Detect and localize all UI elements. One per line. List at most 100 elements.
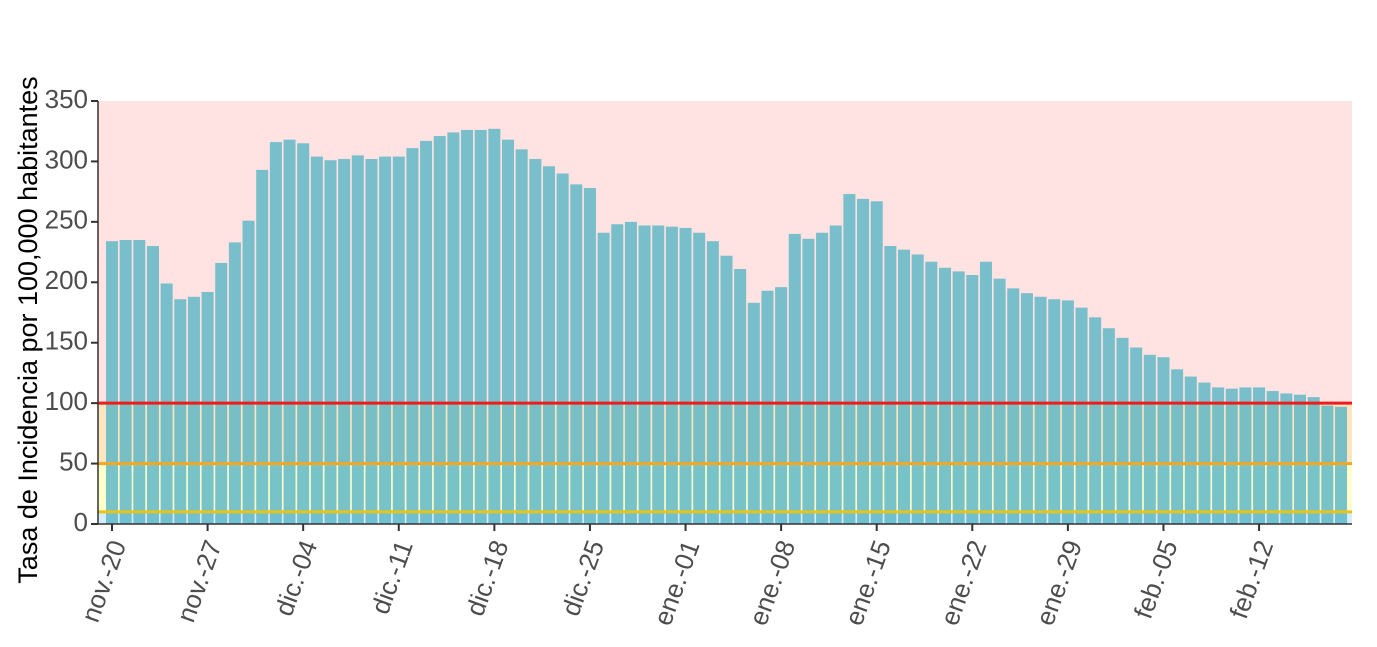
bar	[174, 299, 187, 524]
bar	[1266, 391, 1279, 524]
bar	[611, 224, 624, 524]
bar	[269, 142, 282, 524]
bar	[1253, 387, 1266, 524]
x-tick-label: dic.-25	[555, 536, 610, 620]
bar	[474, 130, 487, 524]
bar	[706, 241, 719, 525]
bar	[1007, 288, 1020, 524]
bar	[665, 226, 678, 525]
bar	[187, 296, 200, 524]
bar	[105, 241, 119, 525]
bar	[1184, 376, 1197, 524]
x-tick-label: ene.-15	[838, 536, 896, 629]
bar	[488, 128, 501, 524]
bar	[583, 188, 596, 524]
bar	[379, 156, 392, 524]
bar	[679, 227, 692, 524]
y-tick-label: 100	[45, 386, 88, 416]
bar	[884, 246, 897, 524]
bar	[1157, 357, 1170, 524]
x-tick-label: ene.-08	[743, 536, 801, 629]
y-tick-label: 150	[45, 326, 88, 356]
bar	[652, 225, 665, 525]
bar	[1048, 299, 1061, 524]
bar	[843, 194, 856, 524]
bar	[201, 291, 214, 524]
bar	[898, 249, 911, 524]
bar	[461, 130, 474, 524]
bar	[256, 169, 269, 525]
y-tick-label: 250	[45, 205, 88, 235]
bar	[1171, 369, 1184, 524]
x-tick-label: ene.-29	[1030, 536, 1088, 629]
x-tick-label: ene.-22	[934, 536, 992, 629]
bar	[406, 148, 419, 525]
bar	[242, 220, 255, 525]
bar	[1116, 337, 1129, 524]
x-tick-label: nov.-27	[170, 536, 227, 626]
bar	[1102, 328, 1115, 524]
bar	[1307, 397, 1320, 524]
bar	[556, 173, 569, 524]
bar	[1198, 382, 1211, 524]
bar	[310, 156, 323, 524]
bar	[829, 225, 842, 525]
bar	[747, 302, 760, 524]
bar	[816, 232, 829, 524]
bar	[597, 232, 610, 524]
y-axis-title: Tasa de Incidencia por 100,000 habitante…	[13, 76, 43, 583]
y-tick-label: 350	[45, 84, 88, 114]
bar	[502, 139, 515, 524]
x-tick-label: dic.-18	[460, 536, 515, 620]
bar	[911, 254, 924, 524]
y-tick-label: 200	[45, 265, 88, 295]
x-tick-label: ene.-01	[647, 536, 705, 629]
x-tick-label: feb.-12	[1223, 536, 1279, 622]
bar	[693, 232, 706, 524]
bar	[447, 132, 460, 524]
bar	[324, 160, 337, 524]
bar	[788, 233, 801, 524]
bar	[734, 268, 747, 524]
y-tick-label: 0	[74, 507, 88, 537]
x-tick-label: dic.-04	[268, 536, 323, 620]
bar	[542, 166, 555, 524]
bar	[638, 225, 651, 525]
bar	[1212, 387, 1225, 524]
bar	[119, 239, 132, 524]
y-tick-label: 50	[59, 446, 88, 476]
bar	[775, 287, 788, 524]
bar	[433, 136, 446, 524]
bar	[952, 271, 965, 524]
y-tick-label: 300	[45, 144, 88, 174]
bar	[1020, 293, 1033, 524]
bar	[761, 290, 774, 524]
bar	[146, 246, 159, 524]
bar	[297, 143, 310, 525]
bar	[1130, 347, 1143, 524]
bar	[938, 267, 951, 524]
bar	[870, 201, 883, 524]
bar	[420, 140, 433, 524]
bar	[515, 149, 528, 525]
bar	[351, 155, 364, 524]
bar	[1061, 300, 1074, 524]
bar	[993, 278, 1006, 524]
bar	[1075, 307, 1088, 524]
bar	[392, 156, 405, 524]
bar	[720, 255, 733, 524]
bar	[1334, 406, 1348, 524]
bar	[338, 159, 351, 525]
bar	[1239, 387, 1252, 524]
x-tick-label: feb.-05	[1128, 536, 1184, 622]
x-tick-label: nov.-20	[75, 536, 132, 626]
bar	[1294, 394, 1307, 524]
bar	[857, 198, 870, 524]
bar	[1225, 388, 1238, 524]
bar	[624, 221, 637, 524]
bar	[925, 261, 938, 524]
bar	[1280, 393, 1293, 524]
bar	[529, 159, 542, 525]
bar	[215, 262, 228, 524]
